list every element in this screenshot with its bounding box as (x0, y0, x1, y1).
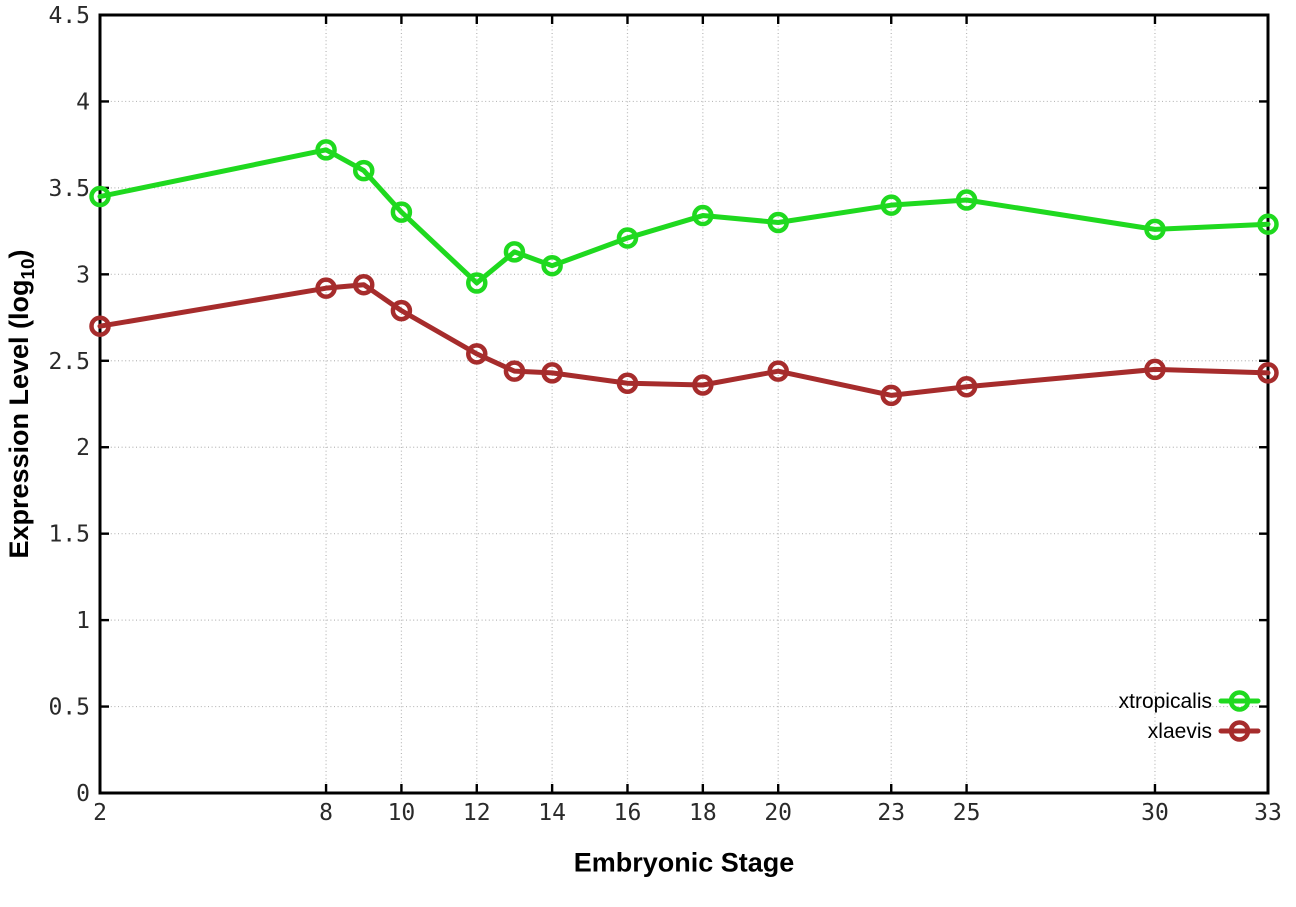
data-point-xlaevis (767, 360, 789, 382)
data-point-xtropicalis (390, 201, 413, 223)
data-point-xlaevis (503, 360, 526, 382)
data-point-xlaevis (955, 375, 978, 398)
x-tick-label: 20 (764, 800, 792, 826)
data-point-xtropicalis (955, 189, 978, 211)
data-point-xtropicalis (767, 211, 789, 234)
y-axis-title-text: Expression Level (log (3, 279, 34, 559)
plot-border (98, 13, 1270, 795)
x-axis-title: Embryonic Stage (573, 847, 795, 878)
x-tick-label: 2 (93, 800, 107, 826)
data-point-xlaevis (315, 277, 337, 299)
legend-label-xtropicalis: xtropicalis (1119, 690, 1212, 713)
y-tick-label: 1 (76, 608, 90, 634)
x-tick-label: 23 (877, 800, 905, 826)
data-point-xlaevis (466, 343, 488, 365)
data-point-xlaevis (352, 273, 375, 296)
x-tick-label: 16 (614, 800, 642, 826)
legend-marker-xlaevis (1228, 720, 1251, 742)
data-point-xtropicalis (352, 159, 375, 182)
data-point-xtropicalis (1144, 218, 1166, 241)
x-tick-label: 25 (953, 800, 981, 826)
y-axis-title-subscript: 10 (18, 258, 40, 280)
y-tick-label: 4.5 (48, 3, 90, 29)
data-point-xlaevis (1144, 358, 1166, 381)
x-tick-label: 14 (538, 800, 566, 826)
data-point-xtropicalis (541, 254, 563, 277)
data-point-xtropicalis (89, 185, 111, 208)
data-point-xtropicalis (880, 194, 902, 216)
data-point-xlaevis (616, 372, 639, 395)
series-line-xlaevis (97, 282, 1271, 398)
y-tick-label: 0 (76, 781, 90, 807)
y-tick-label: 4 (76, 89, 90, 115)
y-tick-label: 2 (76, 435, 90, 461)
x-tick-label: 10 (388, 800, 416, 826)
data-point-xlaevis (1257, 362, 1279, 384)
data-point-xlaevis (541, 362, 563, 384)
x-tick-label: 12 (463, 800, 491, 826)
series-line-xtropicalis (97, 147, 1271, 286)
data-point-xtropicalis (692, 204, 714, 227)
data-point-xlaevis (880, 384, 902, 407)
data-point-xtropicalis (616, 227, 639, 249)
y-axis-title-suffix: ) (3, 249, 34, 259)
y-tick-label: 2.5 (48, 349, 90, 375)
data-point-xtropicalis (1257, 213, 1279, 235)
x-tick-label: 18 (689, 800, 717, 826)
y-tick-label: 0.5 (48, 695, 90, 721)
legend-label-xlaevis: xlaevis (1148, 720, 1212, 743)
x-tick-label: 8 (319, 800, 333, 826)
x-tick-label: 30 (1141, 800, 1169, 826)
data-point-xlaevis (89, 315, 111, 337)
y-tick-label: 3 (76, 262, 90, 288)
data-point-xlaevis (692, 374, 714, 396)
data-point-xtropicalis (503, 241, 526, 263)
legend-marker-xtropicalis (1228, 690, 1251, 712)
y-axis-title: Expression Level (log10) (4, 249, 40, 558)
y-tick-label: 1.5 (48, 522, 90, 548)
data-point-xtropicalis (466, 272, 488, 294)
y-tick-label: 3.5 (48, 176, 90, 202)
data-point-xtropicalis (315, 139, 337, 161)
data-point-xlaevis (390, 299, 413, 322)
x-tick-label: 33 (1254, 800, 1282, 826)
